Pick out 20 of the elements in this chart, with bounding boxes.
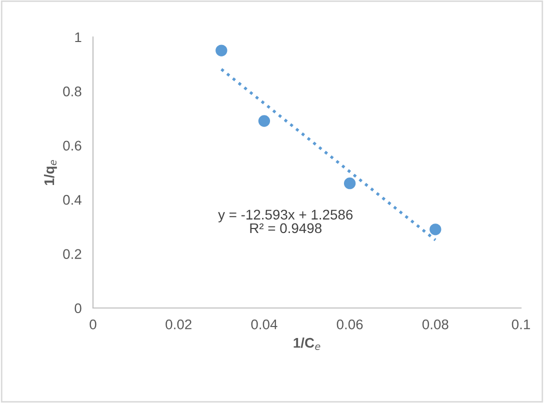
y-tick-label: 0 bbox=[74, 303, 82, 314]
point bbox=[344, 177, 356, 190]
point bbox=[258, 115, 270, 127]
y-tick-label: 0.4 bbox=[63, 194, 82, 205]
y-axis-title: 1/q$_{e}$ bbox=[44, 160, 57, 185]
x-tick-label: 0.06 bbox=[336, 319, 363, 330]
x-tick-label: 0.02 bbox=[166, 319, 192, 330]
y-tick-label: 0.2 bbox=[63, 249, 82, 259]
point bbox=[216, 44, 228, 56]
x-tick-label: 0.04 bbox=[251, 319, 278, 330]
annotation: y = -12.593x + 1.2586 bbox=[218, 210, 353, 222]
x-axis-title: 1/C$_{e}$ bbox=[294, 338, 320, 350]
y-tick-label: 1 bbox=[75, 32, 82, 42]
x-tick-label: 0.1 bbox=[512, 319, 530, 330]
annotation: R² = 0.9498 bbox=[250, 223, 322, 234]
point bbox=[430, 224, 442, 236]
y-tick-label: 0.8 bbox=[63, 86, 82, 96]
x-tick-label: 0.08 bbox=[422, 319, 448, 330]
y-tick-label: 0.6 bbox=[63, 140, 82, 151]
x-tick-label: 0 bbox=[90, 319, 96, 330]
